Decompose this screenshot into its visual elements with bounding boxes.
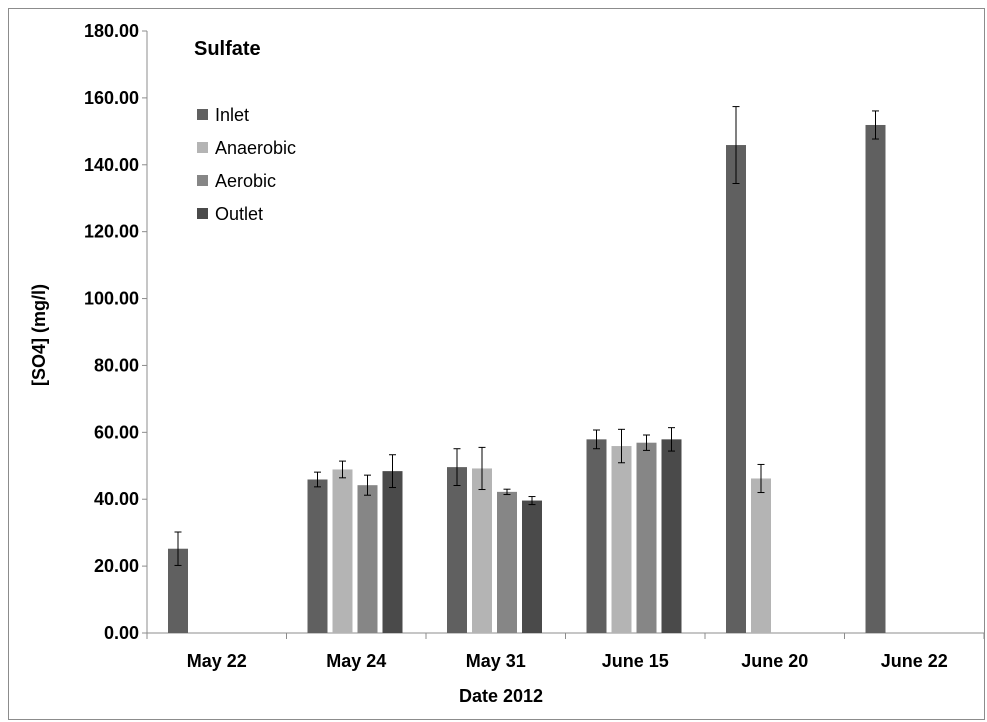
x-tick-label: May 31 xyxy=(466,651,526,671)
y-tick-label: 140.00 xyxy=(84,155,139,175)
x-tick-label: June 22 xyxy=(881,651,948,671)
x-tick-label: June 20 xyxy=(741,651,808,671)
bar-anaerobic xyxy=(332,469,353,633)
y-axis-title: [SO4] (mg/l) xyxy=(29,284,49,386)
y-tick-label: 60.00 xyxy=(94,422,139,442)
y-tick-label: 0.00 xyxy=(104,623,139,643)
bar-aerobic xyxy=(636,442,657,633)
y-tick-label: 100.00 xyxy=(84,289,139,309)
chart-frame: 0.00 20.00 40.00 60.00 80.00 100.00 120.00 140.… xyxy=(8,8,985,720)
bar-inlet xyxy=(586,439,607,633)
axes xyxy=(146,31,984,634)
bar-inlet xyxy=(307,479,328,633)
chart-title: Sulfate xyxy=(194,38,261,60)
legend-swatch-outlet xyxy=(197,208,208,219)
x-tick-label: June 15 xyxy=(602,651,669,671)
legend: Inlet Anaerobic Aerobic Outlet xyxy=(197,105,296,224)
x-tick-label: May 24 xyxy=(326,651,386,671)
legend-label-outlet: Outlet xyxy=(215,204,263,224)
bar-anaerobic xyxy=(472,468,492,633)
legend-label-inlet: Inlet xyxy=(215,105,249,125)
bar-inlet xyxy=(726,145,746,633)
y-tick-label: 160.00 xyxy=(84,88,139,108)
y-tick-label: 40.00 xyxy=(94,489,139,509)
legend-swatch-inlet xyxy=(197,109,208,120)
legend-label-aerobic: Aerobic xyxy=(215,171,276,191)
legend-swatch-aerobic xyxy=(197,175,208,186)
ticks: 0.00 20.00 40.00 60.00 80.00 100.00 120.00 140.… xyxy=(84,21,985,671)
legend-swatch-anaerobic xyxy=(197,142,208,153)
bar-aerobic xyxy=(357,485,378,633)
bar-outlet xyxy=(661,439,682,633)
sulfate-bar-chart: 0.00 20.00 40.00 60.00 80.00 100.00 120.00 140.… xyxy=(29,21,985,706)
y-tick-label: 120.00 xyxy=(84,222,139,242)
bar-anaerobic xyxy=(751,478,771,633)
x-axis-title: Date 2012 xyxy=(459,686,543,706)
bar-inlet xyxy=(865,124,886,634)
bars xyxy=(168,106,886,634)
bar-anaerobic xyxy=(611,446,632,633)
legend-label-anaerobic: Anaerobic xyxy=(215,138,296,158)
bar-inlet xyxy=(168,548,188,633)
bar-outlet xyxy=(522,500,542,633)
y-tick-label: 20.00 xyxy=(94,556,139,576)
bar-aerobic xyxy=(497,491,517,633)
y-tick-label: 180.00 xyxy=(84,21,139,41)
bar-inlet xyxy=(447,467,467,633)
y-tick-label: 80.00 xyxy=(94,355,139,375)
x-tick-label: May 22 xyxy=(187,651,247,671)
bar-outlet xyxy=(382,471,403,633)
